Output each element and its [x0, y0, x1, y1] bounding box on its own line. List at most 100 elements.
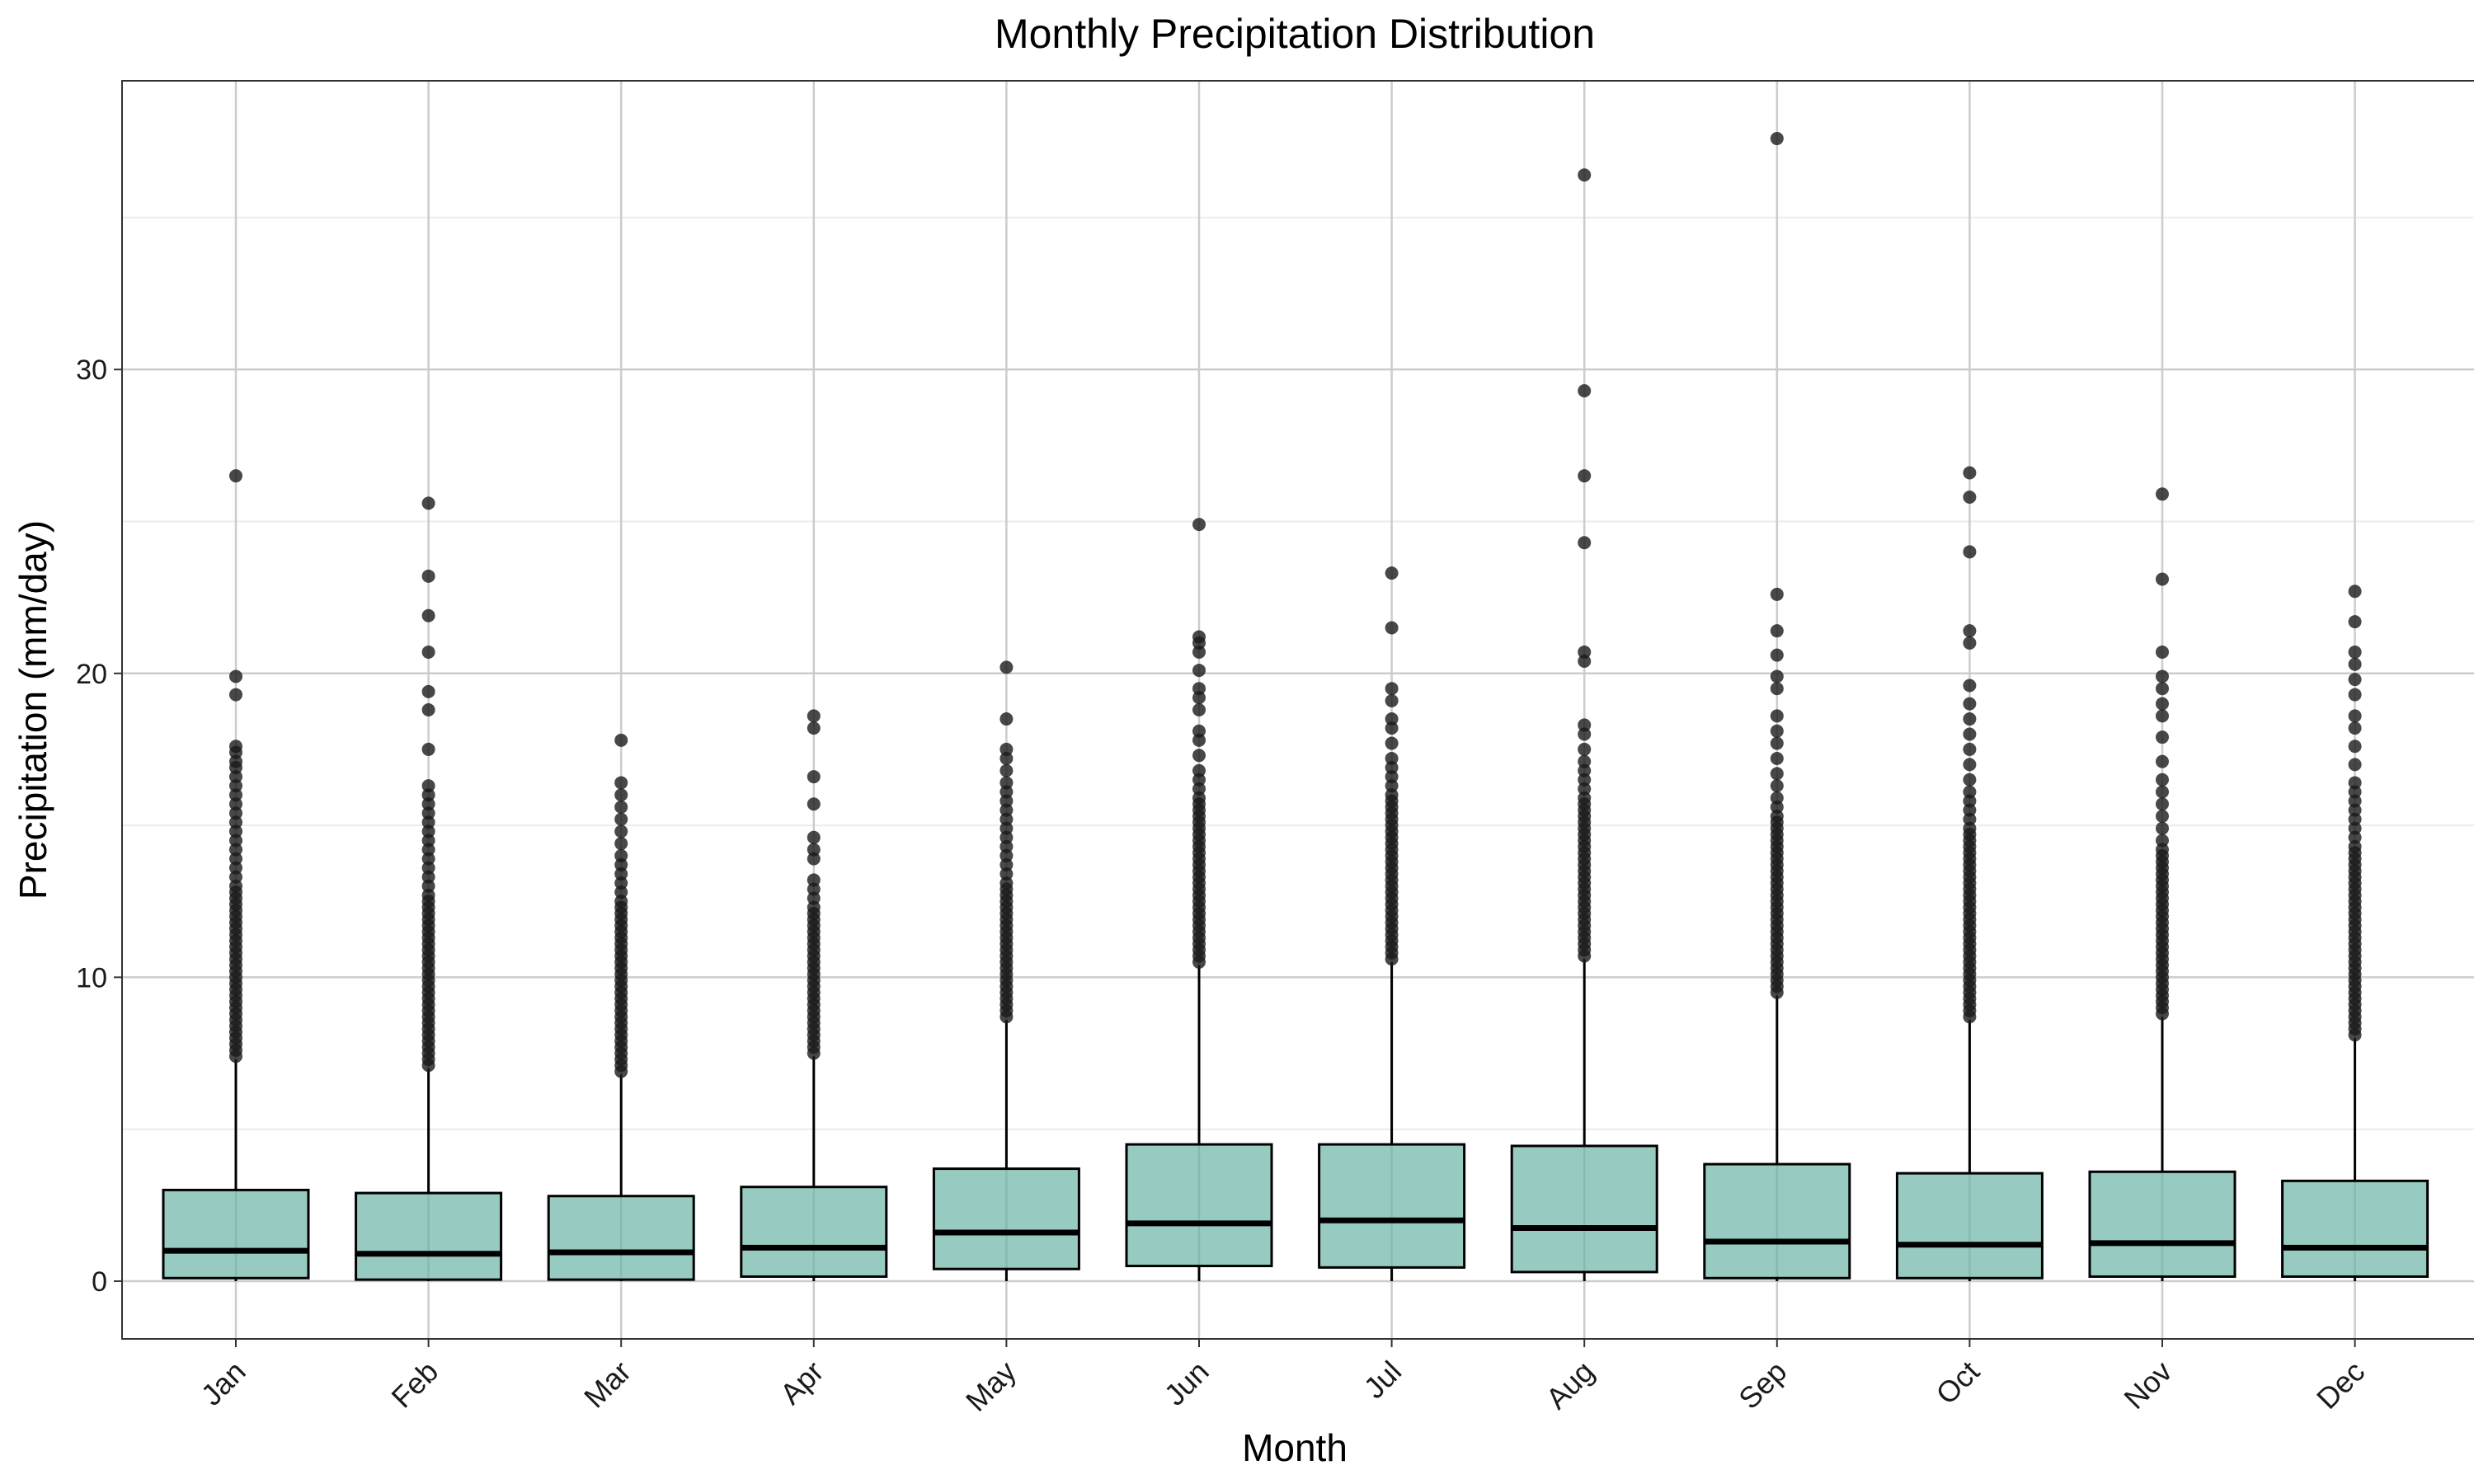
box-oct: [1895, 1019, 2044, 1281]
iqr-box: [547, 1195, 695, 1281]
outlier-point: [2156, 645, 2169, 659]
outlier-point: [1385, 566, 1399, 580]
box-jul: [1318, 961, 1466, 1281]
outlier-point: [2348, 673, 2362, 687]
outlier-point: [1770, 648, 1784, 662]
outlier-point: [999, 830, 1014, 844]
outlier-point: [421, 879, 435, 893]
outlier-point: [1578, 469, 1592, 483]
outlier-point: [999, 821, 1014, 835]
outlier-point: [2348, 794, 2362, 808]
outlier-point: [807, 797, 821, 811]
outlier-point: [807, 721, 821, 735]
iqr-box: [1318, 1143, 1466, 1269]
outlier-point: [999, 867, 1014, 881]
outlier-point: [421, 824, 435, 838]
outlier-point: [999, 794, 1014, 808]
outlier-point: [614, 876, 628, 890]
outlier-point: [421, 834, 435, 848]
outlier-point: [1192, 518, 1206, 532]
outlier-point: [1385, 721, 1399, 735]
outlier-point: [1578, 536, 1592, 550]
outlier-point: [1963, 466, 1977, 480]
outlier-point: [1770, 736, 1784, 750]
outlier-point: [1963, 821, 1977, 835]
outlier-point: [999, 742, 1014, 756]
outlier-point: [2348, 776, 2362, 790]
outlier-point: [229, 779, 242, 793]
outlier-point: [999, 785, 1014, 799]
outlier-point: [421, 888, 435, 902]
outlier-point: [999, 712, 1014, 726]
iqr-box: [740, 1186, 888, 1278]
outlier-point: [614, 812, 628, 826]
outlier-point: [2348, 830, 2362, 844]
outlier-point: [807, 709, 821, 723]
outlier-point: [1578, 763, 1592, 777]
outlier-point: [999, 812, 1014, 826]
x-axis-title: Month: [1242, 1426, 1348, 1469]
outlier-point: [2348, 645, 2362, 659]
outlier-point: [421, 742, 435, 756]
outlier-point: [1770, 132, 1784, 146]
outlier-point: [2348, 688, 2362, 702]
box-feb: [355, 1068, 503, 1281]
outlier-point: [1963, 773, 1977, 787]
outlier-point: [1963, 490, 1977, 504]
outlier-point: [2348, 615, 2362, 629]
outlier-point: [2348, 740, 2362, 754]
box-apr: [740, 1056, 888, 1281]
outlier-point: [229, 688, 242, 702]
outlier-point: [229, 861, 242, 875]
outlier-point: [807, 770, 821, 784]
outlier-point: [1192, 724, 1206, 738]
outlier-point: [2348, 709, 2362, 723]
outlier-point: [1770, 800, 1784, 814]
outlier-point: [807, 882, 821, 896]
chart-title: Monthly Precipitation Distribution: [995, 11, 1595, 57]
outlier-point: [1192, 782, 1206, 796]
outlier-point: [2156, 730, 2169, 744]
outlier-point: [1385, 751, 1399, 765]
outlier-point: [1963, 742, 1977, 756]
outlier-point: [1770, 751, 1784, 765]
outlier-point: [807, 830, 821, 844]
outlier-point: [999, 803, 1014, 817]
outlier-point: [1578, 168, 1592, 182]
outlier-point: [1578, 383, 1592, 397]
outlier-point: [2156, 669, 2169, 683]
panel-border: [121, 80, 2474, 1340]
outlier-point: [614, 895, 628, 909]
outlier-point: [1192, 630, 1206, 644]
outlier-point: [999, 848, 1014, 862]
outlier-point: [421, 870, 435, 884]
outlier-point: [1770, 767, 1784, 781]
outlier-point: [1770, 791, 1784, 805]
outlier-point: [1770, 724, 1784, 738]
outlier-point: [1578, 773, 1592, 787]
outlier-point: [614, 824, 628, 838]
y-axis-title: Precipitation (mm/day): [12, 520, 54, 899]
outlier-point: [229, 824, 242, 838]
box-nov: [2088, 1017, 2236, 1281]
iqr-box: [932, 1167, 1080, 1270]
outlier-point: [1385, 761, 1399, 775]
box-jan: [162, 1059, 310, 1281]
outlier-point: [229, 870, 242, 884]
iqr-box: [2281, 1179, 2429, 1278]
outlier-point: [2348, 657, 2362, 671]
outlier-point: [1770, 709, 1784, 723]
outlier-point: [999, 876, 1014, 890]
outlier-point: [421, 569, 435, 583]
box-sep: [1703, 995, 1851, 1281]
outlier-point: [2156, 843, 2169, 857]
outlier-point: [1963, 812, 1977, 826]
outlier-point: [421, 645, 435, 659]
outlier-point: [421, 496, 435, 510]
outlier-point: [229, 834, 242, 848]
outlier-point: [1192, 763, 1206, 777]
outlier-point: [1192, 703, 1206, 716]
outlier-point: [807, 900, 821, 914]
outlier-point: [1770, 624, 1784, 638]
outlier-point: [2156, 682, 2169, 696]
